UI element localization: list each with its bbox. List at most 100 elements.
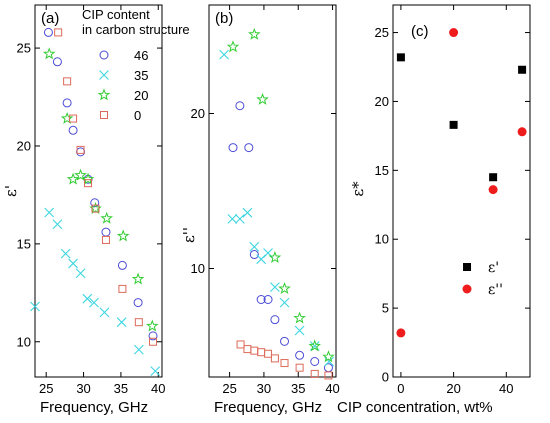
data-point-series-0 bbox=[76, 147, 86, 157]
y-tick-label: 25 bbox=[17, 41, 31, 56]
data-point-series-2 bbox=[116, 229, 130, 242]
legend-marker-3 bbox=[100, 111, 108, 119]
y-tick-label: 20 bbox=[375, 94, 389, 109]
x-tick-label: 30 bbox=[257, 381, 271, 396]
data-point-series-1 bbox=[68, 258, 78, 269]
data-point-series-2 bbox=[308, 339, 322, 352]
legend-c: ε' ε'' bbox=[462, 260, 503, 298]
data-point-series-3 bbox=[69, 114, 78, 123]
data-point-series-2 bbox=[100, 211, 114, 224]
x-tick-label: 25 bbox=[222, 381, 236, 396]
data-point-series-1 bbox=[517, 127, 527, 137]
data-point-series-2 bbox=[256, 92, 269, 105]
legend-c-label-0: ε' bbox=[488, 260, 499, 276]
data-point-series-0 bbox=[256, 295, 266, 304]
data-point-series-0 bbox=[133, 298, 143, 308]
data-point-series-2 bbox=[66, 172, 80, 185]
data-point-series-3 bbox=[324, 371, 333, 380]
y-tick-label: 20 bbox=[191, 106, 205, 121]
data-point-series-1 bbox=[235, 214, 245, 224]
panel-a: (a) Frequency, GHz ε' 25 30 35 40 10 15 20 25 C… bbox=[2, 4, 190, 416]
axis-ticks-a: 25 30 35 40 10 15 20 25 bbox=[17, 5, 165, 396]
data-points-a bbox=[30, 27, 161, 377]
data-point-series-3 bbox=[236, 340, 245, 349]
data-point-series-3 bbox=[264, 349, 273, 358]
data-points-c bbox=[396, 28, 527, 338]
data-point-series-3 bbox=[91, 204, 100, 213]
data-point-series-0 bbox=[62, 98, 72, 108]
data-point-series-0 bbox=[43, 27, 53, 37]
legend-label-0: 46 bbox=[134, 48, 148, 63]
data-point-series-3 bbox=[63, 77, 72, 86]
data-point-series-2 bbox=[322, 350, 335, 363]
data-point-series-2 bbox=[226, 40, 240, 53]
plot-frame-b bbox=[208, 4, 337, 378]
data-point-series-3 bbox=[257, 348, 266, 357]
panel-label-c: (c) bbox=[411, 23, 429, 40]
data-point-series-1 bbox=[60, 248, 71, 259]
y-tick-label: 0 bbox=[382, 370, 389, 385]
x-tick-label: 40 bbox=[151, 381, 165, 396]
y-tick-label: 15 bbox=[17, 236, 31, 251]
x-tick-label: 35 bbox=[114, 381, 128, 396]
legend-marker-0 bbox=[99, 50, 109, 60]
data-point-series-1 bbox=[44, 207, 55, 218]
data-point-series-0 bbox=[518, 65, 527, 74]
legend-marker-2 bbox=[97, 88, 111, 101]
data-point-series-0 bbox=[280, 336, 290, 346]
legend-title-line-2: in carbon structure bbox=[82, 22, 190, 37]
data-point-series-0 bbox=[263, 295, 273, 304]
panel-b: (b) Frequency, GHz ε'' 25 30 35 40 10 20 bbox=[180, 4, 340, 416]
data-point-series-2 bbox=[81, 172, 95, 185]
data-point-series-0 bbox=[148, 331, 158, 341]
data-point-series-0 bbox=[249, 250, 259, 260]
x-tick-label: 40 bbox=[325, 381, 339, 396]
x-axis-label-c: CIP concentration, wt% bbox=[337, 399, 493, 416]
data-point-series-0 bbox=[68, 125, 78, 135]
data-point-series-3 bbox=[84, 179, 93, 188]
legend-c-label-1: ε'' bbox=[488, 282, 503, 298]
y-axis-label-a: ε' bbox=[2, 185, 20, 197]
plot-frame-a bbox=[34, 4, 163, 378]
y-tick-label: 25 bbox=[375, 25, 389, 40]
data-point-series-2 bbox=[131, 272, 145, 285]
legend-label-2: 20 bbox=[134, 88, 148, 103]
axis-ticks-c: 0 20 40 0 5 10 15 20 25 bbox=[375, 5, 530, 396]
x-tick-label: 35 bbox=[291, 381, 305, 396]
data-point-series-3 bbox=[76, 145, 85, 154]
data-point-series-3 bbox=[134, 318, 143, 327]
data-point-series-1 bbox=[30, 301, 40, 312]
y-tick-label: 10 bbox=[17, 334, 31, 349]
data-point-series-2 bbox=[145, 319, 159, 332]
data-points-b bbox=[219, 27, 335, 380]
data-point-series-3 bbox=[270, 354, 279, 363]
legend-a: CIP content in carbon structure 46 35 20 0 bbox=[82, 7, 190, 123]
data-point-series-1 bbox=[249, 241, 260, 252]
x-tick-label: 20 bbox=[446, 381, 460, 396]
x-axis-label-a: Frequency, GHz bbox=[40, 399, 148, 416]
data-point-series-1 bbox=[82, 293, 93, 304]
data-point-series-1 bbox=[279, 297, 290, 308]
data-point-series-2 bbox=[42, 47, 56, 60]
panel-label-a: (a) bbox=[41, 10, 59, 27]
x-tick-label: 25 bbox=[39, 381, 53, 396]
data-point-series-2 bbox=[278, 282, 291, 295]
legend-marker-1 bbox=[99, 70, 109, 80]
data-point-series-0 bbox=[449, 120, 458, 129]
y-axis-label-b: ε'' bbox=[180, 227, 198, 243]
data-point-series-2 bbox=[60, 111, 74, 124]
data-point-series-0 bbox=[235, 101, 245, 111]
data-point-series-3 bbox=[250, 346, 259, 355]
legend-items-a: 46 35 20 0 bbox=[97, 48, 148, 123]
panel-label-b: (b) bbox=[215, 10, 233, 27]
axis-ticks-b: 25 30 35 40 10 20 bbox=[191, 5, 340, 396]
data-point-series-0 bbox=[489, 173, 498, 182]
legend-label-3: 0 bbox=[134, 108, 141, 123]
data-point-series-0 bbox=[228, 143, 238, 153]
y-axis-label-c: ε* bbox=[349, 181, 367, 197]
data-point-series-0 bbox=[310, 357, 320, 366]
data-point-series-1 bbox=[227, 214, 238, 224]
data-point-series-3 bbox=[243, 345, 252, 354]
data-point-series-1 bbox=[294, 325, 305, 336]
y-tick-label: 5 bbox=[382, 301, 389, 316]
